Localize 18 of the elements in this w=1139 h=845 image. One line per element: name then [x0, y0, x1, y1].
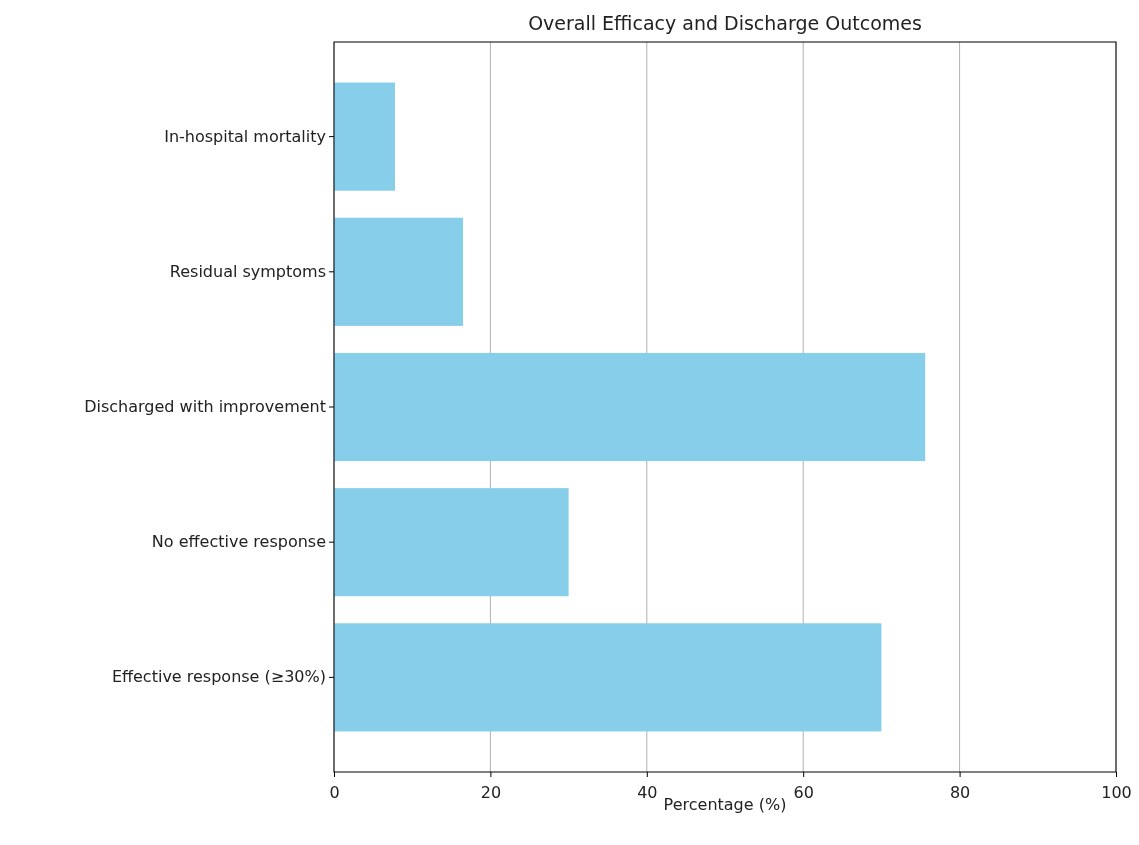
x-tick-label: 80	[949, 782, 971, 802]
y-tick-label: In-hospital mortality	[164, 126, 326, 146]
y-tick-label: Discharged with improvement	[84, 397, 326, 417]
bar	[334, 217, 464, 326]
x-tick-label: 60	[793, 782, 814, 802]
x-tick-label: 0	[329, 782, 340, 802]
bar	[334, 623, 882, 732]
x-tick-label: 20	[480, 782, 502, 802]
x-tick-label: 100	[1101, 782, 1132, 802]
y-tick-label: Effective response (≥30%)	[111, 667, 326, 687]
bar	[334, 352, 926, 462]
y-tick-label: No effective response	[151, 532, 326, 552]
y-tick-label: Residual symptoms	[169, 261, 326, 281]
bar	[334, 82, 395, 191]
x-tick-label: 40	[637, 782, 658, 802]
bar	[334, 488, 569, 597]
x-axis-title: Percentage (%)	[663, 795, 787, 814]
chart-title: Overall Efficacy and Discharge Outcomes	[528, 12, 922, 34]
